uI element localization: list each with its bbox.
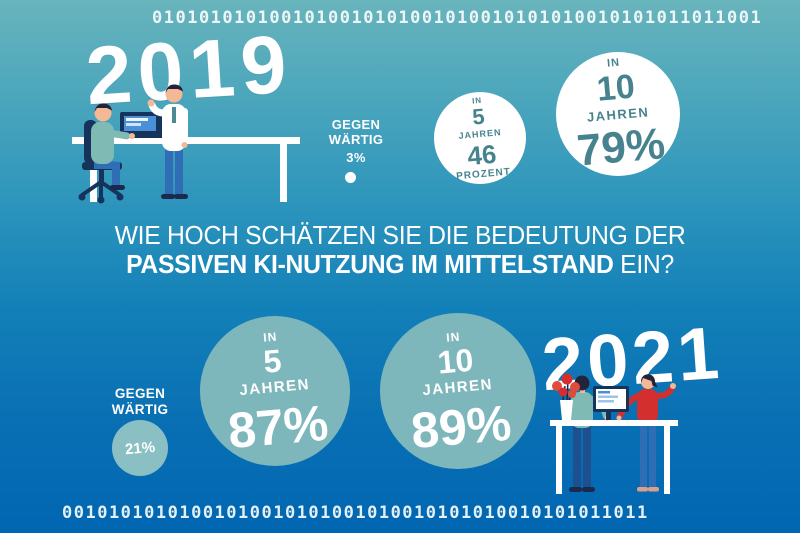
current-2019-label: GEGEN WÄRTIG 3% [318,117,394,166]
bubble-2019-10-value: 79% [574,119,667,176]
current-2021-label-line1: GEGEN [114,386,166,401]
bubble-2021-5-years: IN 5 JAHREN 87% [200,316,350,466]
bubble-2019-5-value: 46 [465,138,498,171]
binary-top-row: 0101010101001010010101001010010101010010… [152,8,763,28]
bubble-2019-10-number: 10 [595,67,637,109]
current-2019-dot [345,172,356,183]
current-2019-label-line1: GEGEN [331,117,381,132]
current-2021-label: GEGEN WÄRTIG [96,386,184,417]
bubble-2021-10-years: IN 10 JAHREN 89% [380,313,536,469]
bubble-2021-5-value: 87% [225,394,331,459]
current-2019-value: 3% [346,149,366,165]
question-line2-bold: PASSIVEN KI-NUTZUNG IM MITTELSTAND [126,249,614,280]
current-2021-label-line2: WÄRTIG [111,401,169,417]
bubble-2021-10-value: 89% [408,394,514,459]
bubble-2021-current-value: 21% [124,438,156,458]
bubble-2021-10-number: 10 [436,341,475,381]
question-title: WIE HOCH SCHÄTZEN SIE DIE BEDEUTUNG DER … [20,220,780,279]
question-line2: PASSIVEN KI-NUTZUNG IM MITTELSTAND EIN? [20,250,780,279]
binary-bottom-row: 0010101010100101001010100101001010101001… [62,503,649,523]
illustration-2019-office-scene [72,84,300,204]
question-line2-suffix: EIN? [613,249,674,280]
current-2019-label-line2: WÄRTIG [328,131,384,147]
illustration-2021-office-scene [550,373,678,494]
question-line1: WIE HOCH SCHÄTZEN SIE DIE BEDEUTUNG DER [114,220,686,250]
bubble-2019-10-years: IN 10 JAHREN 79% [556,52,680,176]
bubble-2021-current: 21% [112,420,168,476]
bubble-2021-5-number: 5 [261,341,283,380]
bubble-2019-5-number: 5 [470,103,486,130]
bubble-2019-5-years: IN 5 JAHREN 46 PROZENT [434,92,526,184]
